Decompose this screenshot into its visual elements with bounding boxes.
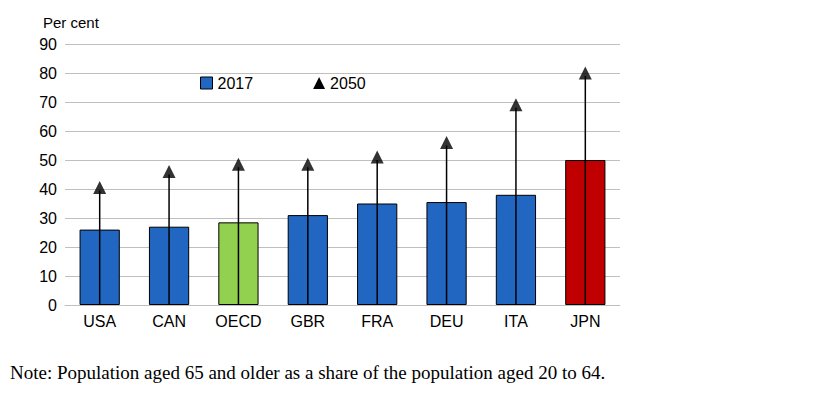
svg-text:2050: 2050	[330, 75, 366, 92]
svg-text:DEU: DEU	[430, 313, 464, 330]
svg-text:Per cent: Per cent	[43, 14, 100, 31]
svg-text:10: 10	[39, 268, 57, 285]
svg-text:OECD: OECD	[215, 313, 261, 330]
svg-text:90: 90	[39, 36, 57, 53]
svg-text:USA: USA	[83, 313, 116, 330]
svg-text:CAN: CAN	[152, 313, 186, 330]
svg-text:80: 80	[39, 65, 57, 82]
svg-text:JPN: JPN	[570, 313, 600, 330]
svg-text:2017: 2017	[218, 75, 254, 92]
svg-text:FRA: FRA	[361, 313, 393, 330]
svg-text:20: 20	[39, 239, 57, 256]
svg-text:50: 50	[39, 152, 57, 169]
svg-text:70: 70	[39, 94, 57, 111]
svg-text:ITA: ITA	[504, 313, 528, 330]
svg-text:0: 0	[48, 297, 57, 314]
svg-text:30: 30	[39, 210, 57, 227]
svg-text:Note: Population aged 65 and o: Note: Population aged 65 and older as a …	[10, 362, 605, 383]
svg-text:GBR: GBR	[290, 313, 325, 330]
svg-text:60: 60	[39, 123, 57, 140]
svg-text:40: 40	[39, 181, 57, 198]
